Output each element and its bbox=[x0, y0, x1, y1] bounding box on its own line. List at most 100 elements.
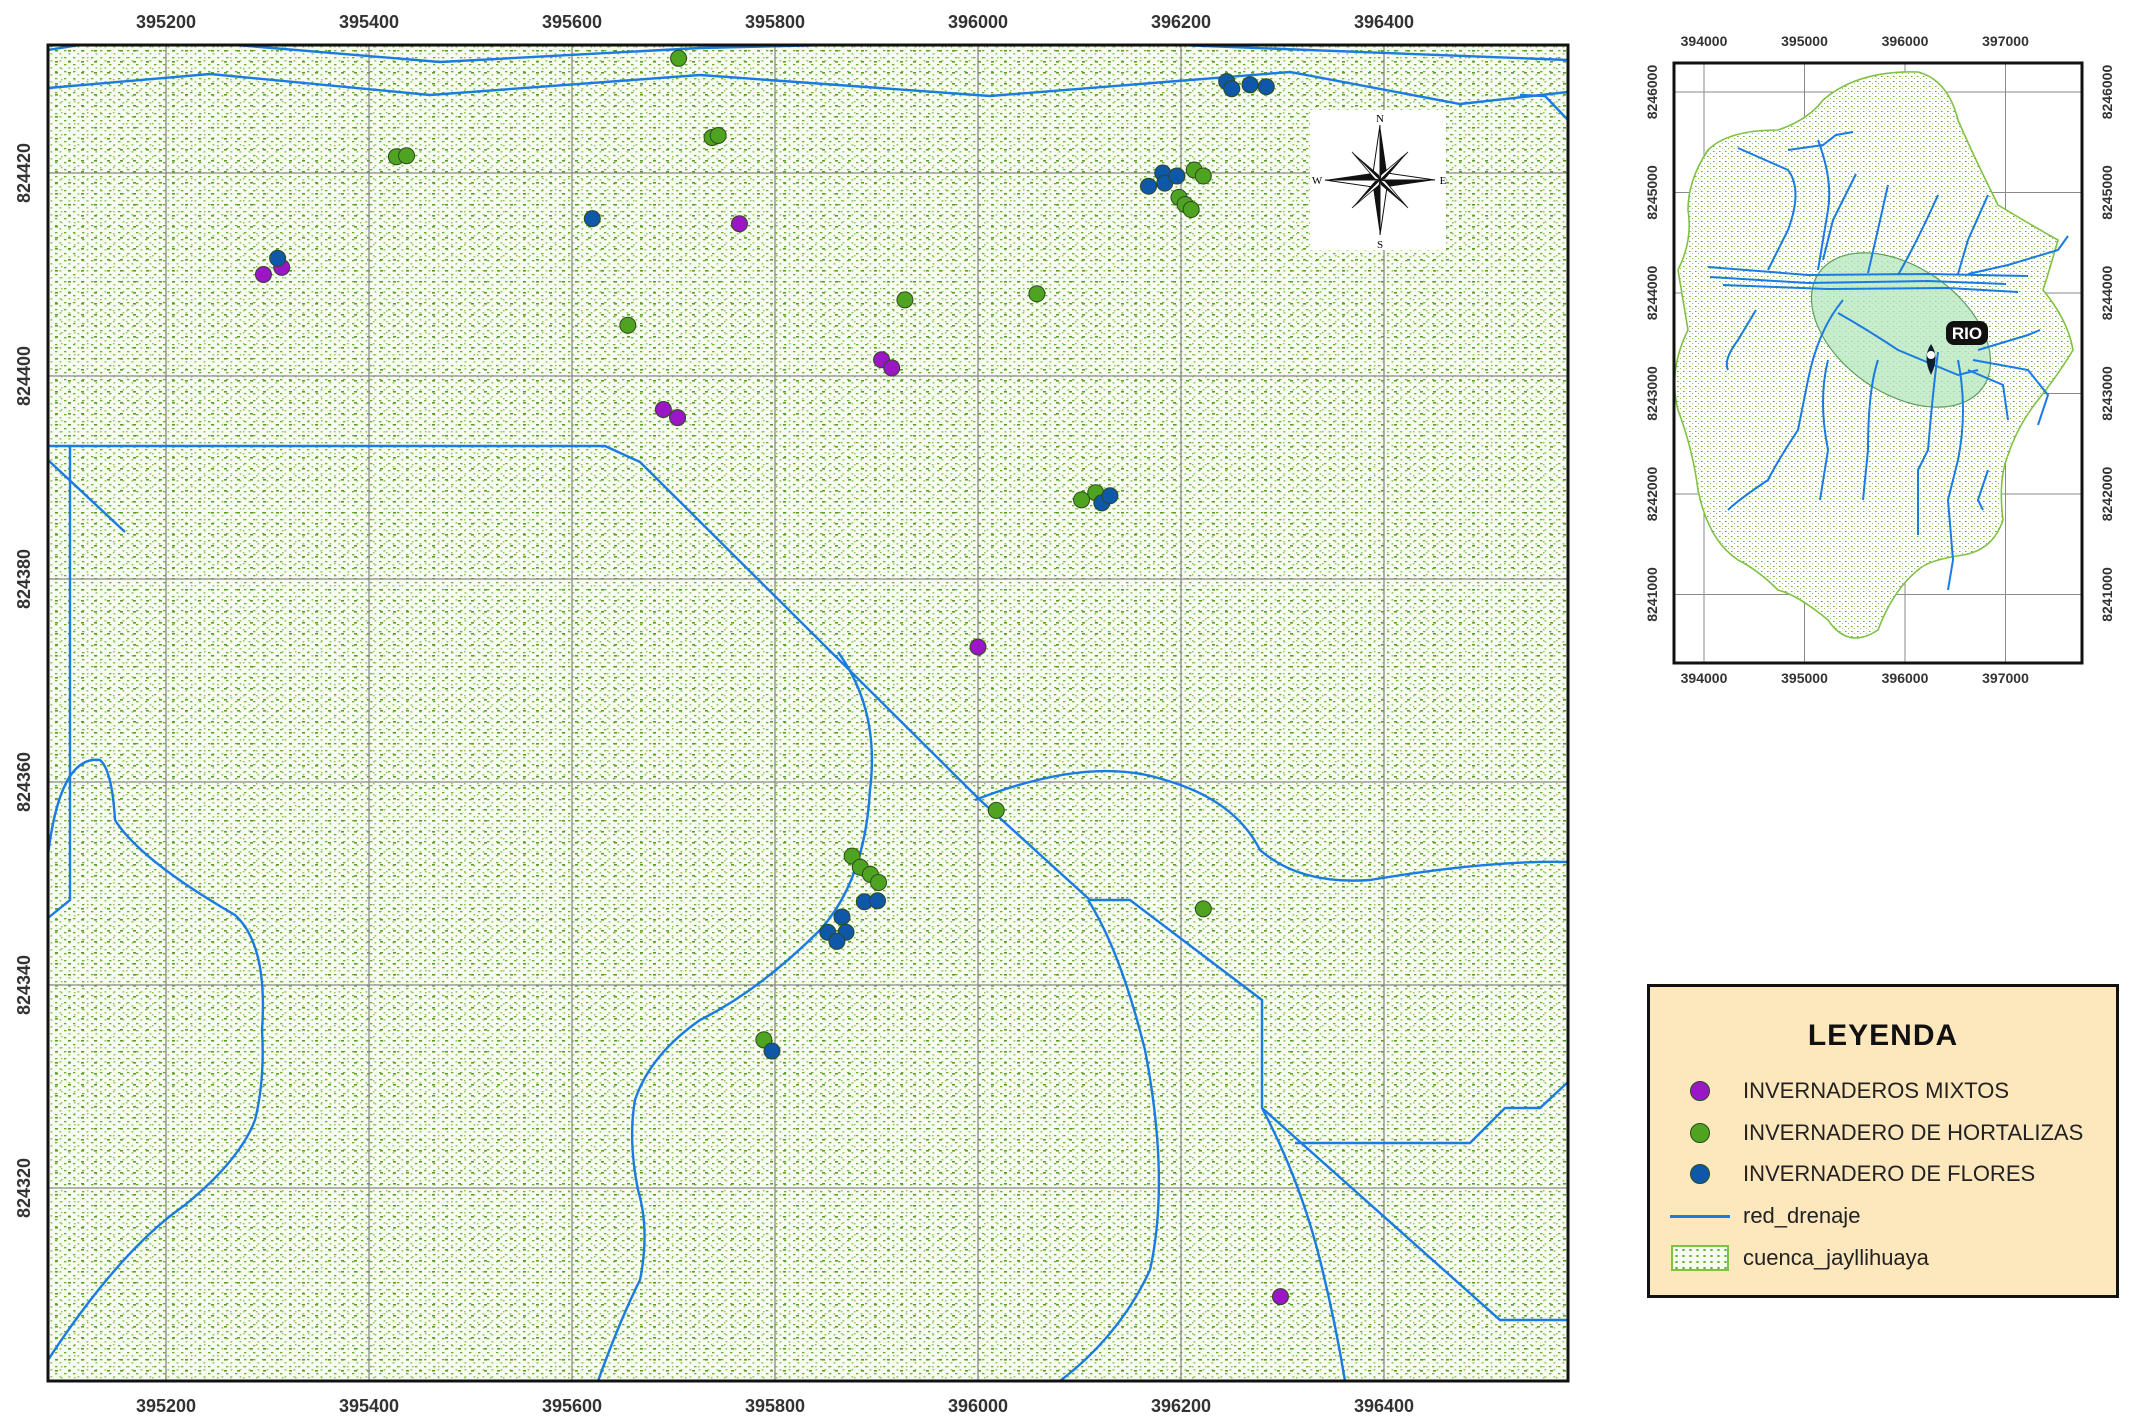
drainage-line-icon bbox=[1670, 1214, 1730, 1218]
legend: LEYENDA INVERNADEROS MIXTOS INVERNADERO … bbox=[1647, 984, 2119, 1298]
y-tick-label: 824360 bbox=[14, 752, 34, 812]
drainage-network bbox=[48, 45, 1568, 1381]
x-tick-label: 395600 bbox=[542, 12, 602, 32]
greenhouse-mixto-point[interactable] bbox=[669, 409, 687, 427]
inset-y-tick-label: 8245000 bbox=[1644, 165, 1660, 220]
greenhouse-flores-point[interactable] bbox=[1223, 80, 1241, 98]
map-frame bbox=[46, 43, 1570, 1383]
x-tick-label: 396200 bbox=[1151, 1396, 1211, 1416]
greenhouse-flores-point[interactable] bbox=[1241, 76, 1259, 94]
inset-x-tick-label: 396000 bbox=[1882, 670, 1929, 686]
watershed-fill bbox=[48, 45, 1568, 1381]
south-label: S bbox=[1377, 239, 1383, 251]
greenhouse-hortalizas-point[interactable] bbox=[896, 291, 914, 309]
inset-label-rio: RIO bbox=[1946, 321, 1988, 345]
inset-y-tick-label: 8242000 bbox=[1644, 467, 1660, 522]
inset-x-axis-top: 394000 395000 396000 397000 bbox=[1681, 33, 2029, 49]
greenhouse-hortalizas-point[interactable] bbox=[1194, 167, 1212, 185]
greenhouse-hortalizas-point[interactable] bbox=[870, 873, 888, 891]
legend-label: cuenca_jayllihuaya bbox=[1743, 1245, 1929, 1270]
x-axis-bottom: 395200 395400 395600 395800 396000 396200 3964… bbox=[136, 1396, 1414, 1416]
greenhouse-mixto-point[interactable] bbox=[254, 266, 272, 283]
x-tick-label: 396200 bbox=[1151, 12, 1211, 32]
greenhouse-hortalizas-point[interactable] bbox=[1073, 491, 1091, 509]
x-tick-label: 395200 bbox=[136, 1396, 196, 1416]
inset-y-axis-left: 8246000 8245000 8244000 8243000 8242000 82410… bbox=[1644, 65, 1660, 622]
legend-label: INVERNADERO DE HORTALIZAS bbox=[1743, 1120, 2084, 1145]
greenhouse-hortalizas-point[interactable] bbox=[1182, 201, 1200, 219]
greenhouse-hortalizas-point[interactable] bbox=[1194, 900, 1212, 918]
inset-rio-label: RIO bbox=[1952, 324, 1982, 343]
x-tick-label: 395600 bbox=[542, 1396, 602, 1416]
greenhouse-mixto-point[interactable] bbox=[654, 400, 672, 418]
y-tick-label: 824340 bbox=[14, 955, 34, 1015]
greenhouse-flores-point[interactable] bbox=[828, 932, 846, 950]
x-tick-label: 395800 bbox=[745, 12, 805, 32]
legend-item-drenaje: red_drenaje bbox=[1670, 1201, 1860, 1231]
inset-x-tick-label: 395000 bbox=[1781, 670, 1828, 686]
greenhouse-flores-point[interactable] bbox=[1140, 177, 1158, 195]
y-tick-label: 824400 bbox=[14, 346, 34, 406]
x-tick-label: 396400 bbox=[1354, 1396, 1414, 1416]
inset-y-tick-label: 8246000 bbox=[2099, 65, 2115, 120]
legend-title: LEYENDA bbox=[1807, 1019, 1959, 1052]
y-axis-left: 824420 824400 824380 824360 824340 824320 bbox=[14, 143, 34, 1218]
greenhouse-mixto-point[interactable] bbox=[969, 638, 987, 656]
legend-item-mixtos: INVERNADEROS MIXTOS bbox=[1670, 1076, 2009, 1106]
x-tick-label: 395400 bbox=[339, 1396, 399, 1416]
greenhouse-flores-point[interactable] bbox=[869, 892, 887, 910]
hortalizas-marker-icon bbox=[1690, 1123, 1710, 1143]
inset-x-axis-bottom: 394000 395000 396000 397000 bbox=[1681, 670, 2029, 686]
inset-highlight-area bbox=[1810, 252, 1992, 408]
watershed-patch-icon bbox=[1671, 1245, 1729, 1271]
x-tick-label: 396000 bbox=[948, 1396, 1008, 1416]
greenhouse-hortalizas-point[interactable] bbox=[670, 49, 688, 67]
west-label: W bbox=[1312, 175, 1323, 187]
inset-point-marker bbox=[1926, 344, 1936, 375]
legend-item-hortalizas: INVERNADERO DE HORTALIZAS bbox=[1670, 1118, 2083, 1148]
greenhouse-points bbox=[254, 49, 1289, 1306]
greenhouse-flores-point[interactable] bbox=[833, 908, 851, 926]
greenhouse-flores-point[interactable] bbox=[763, 1042, 781, 1060]
greenhouse-flores-point[interactable] bbox=[1168, 167, 1186, 185]
inset-y-tick-label: 8244000 bbox=[2099, 266, 2115, 321]
greenhouse-hortalizas-point[interactable] bbox=[398, 147, 416, 165]
greenhouse-hortalizas-point[interactable] bbox=[987, 801, 1005, 819]
flores-marker-icon bbox=[1690, 1164, 1710, 1184]
greenhouse-mixto-point[interactable] bbox=[883, 359, 901, 377]
x-tick-label: 395200 bbox=[136, 12, 196, 32]
y-tick-label: 824320 bbox=[14, 1158, 34, 1218]
inset-y-tick-label: 8242000 bbox=[2099, 467, 2115, 522]
greenhouse-mixto-point[interactable] bbox=[1271, 1288, 1289, 1306]
main-map[interactable]: 395200 395400 395600 395800 396000 396200 3964… bbox=[0, 0, 1580, 1421]
x-tick-label: 395800 bbox=[745, 1396, 805, 1416]
inset-y-tick-label: 8243000 bbox=[1644, 366, 1660, 421]
greenhouse-flores-point[interactable] bbox=[1257, 78, 1275, 96]
north-label: N bbox=[1376, 113, 1384, 125]
inset-x-tick-label: 397000 bbox=[1982, 670, 2029, 686]
greenhouse-flores-point[interactable] bbox=[1101, 487, 1119, 505]
inset-y-axis-right: 8246000 8245000 8244000 8243000 8242000 82410… bbox=[2099, 65, 2115, 622]
east-label: E bbox=[1440, 175, 1447, 187]
inset-frame bbox=[1672, 61, 2084, 665]
inset-x-tick-label: 395000 bbox=[1781, 33, 1828, 49]
inset-x-tick-label: 394000 bbox=[1681, 33, 1728, 49]
greenhouse-hortalizas-point[interactable] bbox=[709, 126, 727, 144]
legend-label: red_drenaje bbox=[1743, 1203, 1861, 1228]
inset-drainage bbox=[1707, 131, 2069, 591]
greenhouse-hortalizas-point[interactable] bbox=[619, 316, 637, 334]
y-tick-label: 824420 bbox=[14, 143, 34, 203]
north-arrow-icon: N S E W bbox=[1310, 110, 1447, 251]
legend-item-cuenca: cuenca_jayllihuaya bbox=[1670, 1243, 1929, 1273]
greenhouse-hortalizas-point[interactable] bbox=[1028, 285, 1046, 303]
greenhouse-flores-point[interactable] bbox=[583, 210, 601, 228]
inset-y-tick-label: 8246000 bbox=[1644, 65, 1660, 120]
legend-item-flores: INVERNADERO DE FLORES bbox=[1670, 1159, 2035, 1189]
inset-map[interactable]: RIO 394000 395000 396000 397000 394000 39500… bbox=[1628, 30, 2128, 690]
inset-y-tick-label: 8244000 bbox=[1644, 266, 1660, 321]
greenhouse-mixto-point[interactable] bbox=[730, 215, 748, 233]
mixtos-marker-icon bbox=[1690, 1081, 1710, 1101]
x-axis-top: 395200 395400 395600 395800 396000 396200 3964… bbox=[136, 12, 1414, 32]
x-tick-label: 396400 bbox=[1354, 12, 1414, 32]
greenhouse-flores-point[interactable] bbox=[269, 249, 287, 267]
